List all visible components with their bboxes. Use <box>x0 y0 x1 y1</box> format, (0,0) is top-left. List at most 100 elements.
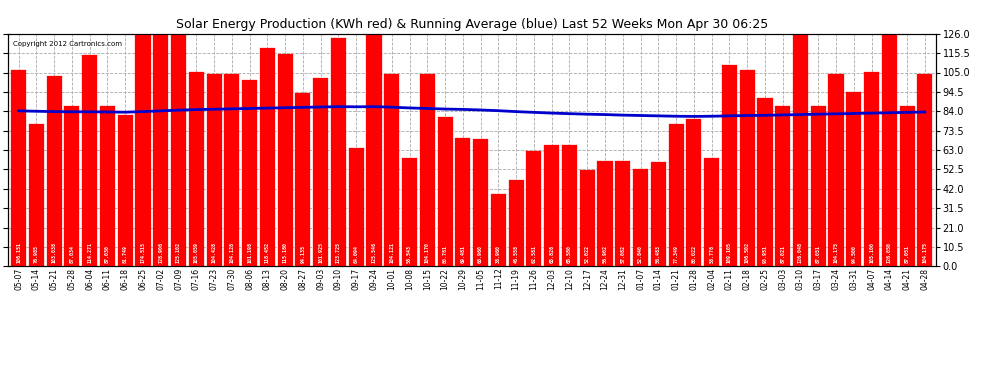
Text: 123.725: 123.725 <box>336 243 341 264</box>
Bar <box>686 118 702 266</box>
Bar <box>633 169 648 266</box>
Bar <box>348 148 363 266</box>
Bar <box>722 65 737 266</box>
Text: 76.985: 76.985 <box>34 246 39 264</box>
Text: 87.021: 87.021 <box>780 246 785 264</box>
Bar <box>331 38 346 266</box>
Bar <box>64 106 79 266</box>
Bar <box>118 116 133 266</box>
Bar <box>882 34 897 266</box>
Bar <box>225 74 240 266</box>
Text: 104.175: 104.175 <box>923 243 928 264</box>
Text: 101.925: 101.925 <box>318 243 323 264</box>
Bar <box>544 145 559 266</box>
Bar <box>918 74 933 266</box>
Bar <box>100 106 115 266</box>
Bar <box>775 106 790 266</box>
Text: 103.038: 103.038 <box>51 243 56 264</box>
Text: 87.030: 87.030 <box>105 246 110 264</box>
Bar <box>171 35 186 266</box>
Bar <box>491 194 506 266</box>
Bar <box>366 34 381 266</box>
Text: 94.500: 94.500 <box>851 246 856 264</box>
Text: 87.051: 87.051 <box>816 246 821 264</box>
Text: 87.051: 87.051 <box>905 246 910 264</box>
Bar <box>829 74 843 266</box>
Text: 104.428: 104.428 <box>212 243 217 264</box>
Text: 68.960: 68.960 <box>478 246 483 264</box>
Text: 38.960: 38.960 <box>496 246 501 264</box>
Bar <box>313 78 329 266</box>
Bar <box>580 170 595 266</box>
Bar <box>597 161 613 266</box>
Bar <box>740 70 754 266</box>
Bar <box>207 74 222 266</box>
Text: 128.906: 128.906 <box>158 243 163 264</box>
Text: 105.059: 105.059 <box>194 243 199 264</box>
Text: 80.022: 80.022 <box>691 246 696 264</box>
Text: 109.105: 109.105 <box>727 243 732 264</box>
Title: Solar Energy Production (KWh red) & Running Average (blue) Last 52 Weeks Mon Apr: Solar Energy Production (KWh red) & Runn… <box>175 18 768 31</box>
Text: 118.452: 118.452 <box>265 243 270 264</box>
Text: 126.050: 126.050 <box>887 243 892 264</box>
Bar <box>295 93 311 266</box>
Text: 126.048: 126.048 <box>798 243 803 264</box>
Bar <box>527 151 542 266</box>
Bar <box>900 106 915 266</box>
Bar <box>189 72 204 266</box>
Bar <box>615 161 631 266</box>
Bar <box>846 92 861 266</box>
Text: 106.502: 106.502 <box>744 243 749 264</box>
Bar <box>277 54 293 266</box>
Text: 90.951: 90.951 <box>762 246 767 264</box>
Text: 87.034: 87.034 <box>69 246 74 264</box>
Bar <box>384 74 399 266</box>
Bar <box>438 117 452 266</box>
Text: 57.082: 57.082 <box>621 246 626 264</box>
Text: 104.175: 104.175 <box>834 243 839 264</box>
Bar <box>455 138 470 266</box>
Text: 94.135: 94.135 <box>300 246 305 264</box>
Bar <box>509 180 524 266</box>
Text: 64.094: 64.094 <box>353 246 358 264</box>
Bar <box>402 158 417 266</box>
Bar <box>259 48 275 266</box>
Text: 46.558: 46.558 <box>514 246 519 264</box>
Text: 81.749: 81.749 <box>123 246 128 264</box>
Text: 52.840: 52.840 <box>639 246 644 264</box>
Text: 106.151: 106.151 <box>16 243 21 264</box>
Bar <box>562 145 577 266</box>
Text: 114.271: 114.271 <box>87 243 92 264</box>
Text: 69.481: 69.481 <box>460 246 465 264</box>
Bar <box>793 34 808 266</box>
Bar <box>864 72 879 266</box>
Bar <box>242 80 257 266</box>
Bar <box>136 34 150 266</box>
Text: 105.100: 105.100 <box>869 243 874 264</box>
Bar <box>704 158 719 266</box>
Bar <box>82 56 97 266</box>
Text: 56.902: 56.902 <box>603 246 608 264</box>
Bar <box>473 139 488 266</box>
Bar <box>811 106 826 266</box>
Text: 52.022: 52.022 <box>585 246 590 264</box>
Text: 77.349: 77.349 <box>673 246 678 264</box>
Bar <box>668 123 684 266</box>
Text: 101.198: 101.198 <box>248 243 252 264</box>
Text: 58.776: 58.776 <box>709 246 714 264</box>
Text: 125.102: 125.102 <box>176 243 181 264</box>
Text: 56.483: 56.483 <box>655 246 661 264</box>
Text: 65.826: 65.826 <box>549 246 554 264</box>
Bar <box>47 76 61 266</box>
Bar <box>29 124 44 266</box>
Text: 104.121: 104.121 <box>389 243 394 264</box>
Bar <box>650 162 666 266</box>
Text: 62.581: 62.581 <box>532 246 537 264</box>
Text: 104.128: 104.128 <box>230 243 235 264</box>
Text: 115.180: 115.180 <box>282 243 288 264</box>
Text: 104.170: 104.170 <box>425 243 430 264</box>
Bar <box>153 34 168 266</box>
Bar <box>757 98 772 266</box>
Bar <box>420 74 435 266</box>
Text: Copyright 2012 Cartronics.com: Copyright 2012 Cartronics.com <box>13 41 122 47</box>
